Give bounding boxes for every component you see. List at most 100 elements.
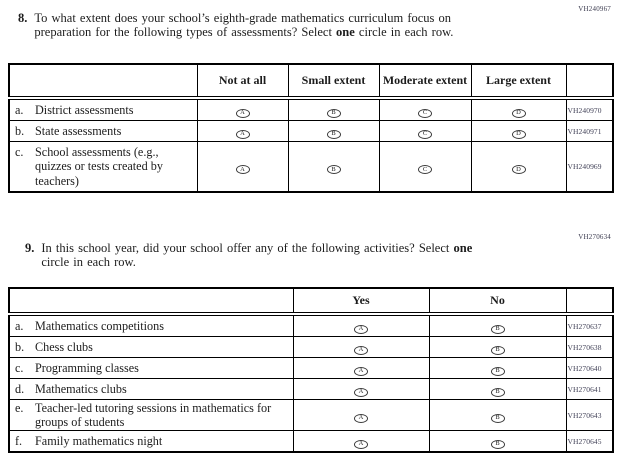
row-letter: a. [15,318,24,333]
answer-bubble-a[interactable]: A [354,366,368,376]
row-label: f. Family mathematics night [8,430,294,453]
row-label: c. Programming classes [8,357,294,379]
row-label-text: School assessments (e.g., quizzes or tes… [35,145,163,188]
column-header: Yes [292,287,430,316]
answer-bubble-a[interactable]: A [354,413,368,423]
answer-bubble-a[interactable]: A [354,324,368,334]
row-label-text: Family mathematics night [35,433,163,448]
row-label: a. District assessments [8,97,198,121]
question-8-number: 8. [18,11,28,25]
answer-cell: A [196,141,289,193]
row-code: VH270637 [565,313,614,337]
question-9-response-table: Yes No a. Mathematics competitions A B VH2706… [8,287,614,453]
row-code: VH270641 [565,378,614,400]
row-label-text: State assessments [35,123,122,138]
row-letter: a. [15,102,24,117]
answer-bubble-a[interactable]: A [354,387,368,397]
answer-cell: A [292,336,430,358]
answer-bubble-c[interactable]: C [418,108,432,118]
table-row: f. Family mathematics night A B VH270645 [8,430,614,453]
table-row: b. State assessments A B C D VH240971 [8,120,614,142]
row-label-text: Chess clubs [35,339,93,354]
answer-cell: B [287,141,380,193]
row-code: VH270645 [565,430,614,453]
answer-cell: A [196,97,289,121]
answer-bubble-c[interactable]: C [418,165,432,175]
answer-bubble-b[interactable]: B [326,165,341,175]
answer-bubble-b[interactable]: B [490,439,505,449]
answer-cell: D [470,120,567,142]
answer-cell: A [196,120,289,142]
row-code: VH240969 [565,141,614,193]
answer-cell: D [470,97,567,121]
q9-table-body: a. Mathematics competitions A B VH270637 b. Ch… [8,313,614,453]
answer-bubble-b[interactable]: B [490,324,505,334]
column-header-blank [8,63,198,100]
answer-bubble-a[interactable]: A [235,129,250,139]
column-header: Small extent [287,63,380,100]
answer-cell: B [428,357,567,379]
row-letter: c. [15,145,24,160]
answer-bubble-d[interactable]: D [511,108,526,118]
answer-cell: B [428,378,567,400]
answer-cell: B [428,336,567,358]
answer-bubble-b[interactable]: B [490,345,505,355]
answer-bubble-d[interactable]: D [511,129,526,139]
answer-bubble-d[interactable]: D [511,165,526,175]
row-label: a. Mathematics competitions [8,313,294,337]
column-header: Not at all [196,63,289,100]
row-code: VH240971 [565,120,614,142]
question-8-response-table: Not at all Small extent Moderate extent Lar… [8,63,614,193]
answer-cell: A [292,378,430,400]
answer-cell: A [292,357,430,379]
answer-cell: A [292,430,430,453]
row-code: VH270638 [565,336,614,358]
answer-bubble-a[interactable]: A [354,345,368,355]
column-header-blank [8,287,294,316]
answer-cell: B [428,313,567,337]
answer-bubble-b[interactable]: B [490,366,505,376]
answer-bubble-b[interactable]: B [326,108,341,118]
answer-bubble-b[interactable]: B [326,129,341,139]
answer-bubble-b[interactable]: B [490,387,505,397]
answer-cell: B [287,120,380,142]
row-label-text: Mathematics clubs [35,381,127,396]
header-row: Not at all Small extent Moderate extent Lar… [8,63,614,100]
row-letter: b. [15,123,25,138]
column-header-code [565,287,614,316]
row-code: VH270640 [565,357,614,379]
answer-bubble-b[interactable]: B [490,413,505,423]
row-letter: d. [15,381,25,396]
question-9-code: VH270634 [578,233,611,241]
answer-cell: B [287,97,380,121]
row-code: VH240970 [565,97,614,121]
table-row: d. Mathematics clubs A B VH270641 [8,378,614,400]
row-code: VH270643 [565,398,614,432]
row-letter: e. [15,401,24,415]
answer-cell: B [428,430,567,453]
answer-cell: C [378,120,472,142]
answer-cell: A [292,313,430,337]
table-row: b. Chess clubs A B VH270638 [8,336,614,358]
row-label-text: Mathematics competitions [35,318,164,333]
column-header: No [428,287,567,316]
answer-bubble-a[interactable]: A [235,165,250,175]
column-header: Moderate extent [378,63,472,100]
answer-bubble-a[interactable]: A [235,108,250,118]
row-label: c. School assessments (e.g., quizzes or t… [8,141,198,193]
answer-cell: C [378,141,472,193]
row-label: e. Teacher-led tutoring sessions in mathe… [8,398,294,432]
table-row: e. Teacher-led tutoring sessions in mathe… [8,398,614,432]
row-label: b. Chess clubs [8,336,294,358]
question-8: 8. To what extent does your school’s eig… [18,11,558,40]
answer-bubble-c[interactable]: C [418,129,432,139]
question-9-text: In this school year, did your school off… [41,241,473,270]
question-8-code: VH240967 [578,5,611,13]
row-letter: b. [15,339,25,354]
question-9: 9. In this school year, did your school … [25,241,555,270]
question-9-number: 9. [25,241,35,255]
row-letter: f. [15,433,23,448]
answer-cell: C [378,97,472,121]
answer-bubble-a[interactable]: A [354,439,368,449]
